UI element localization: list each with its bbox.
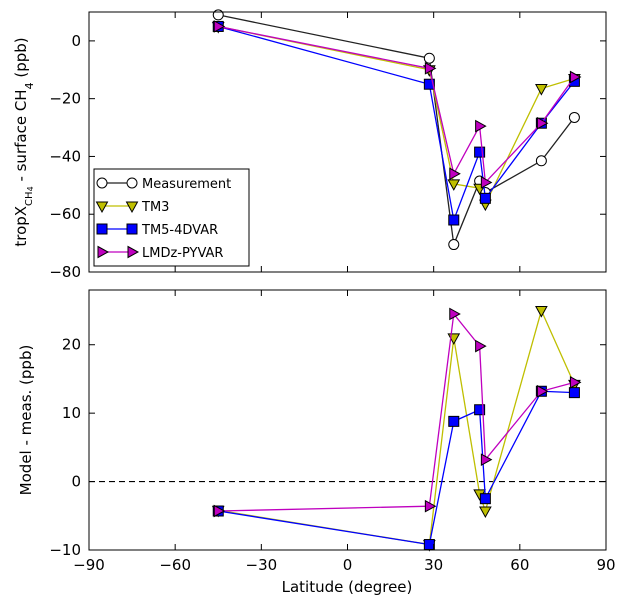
legend-marker-tm5-4dvar (96, 223, 108, 235)
bottom-series-lmdz-pyvar (213, 307, 582, 518)
bottom-tm5-4dvar-point (423, 539, 435, 551)
bottom-tm5-4dvar-point (568, 387, 580, 399)
bottom-y-tick-label: 0 (71, 473, 81, 491)
bottom-plot-area (89, 290, 606, 550)
top-y-axis-label: tropXCH4 - surface CH4 (ppb) (12, 37, 36, 246)
bottom-x-tick-label: 60 (510, 556, 529, 574)
top-y-tick-label: −80 (49, 263, 81, 281)
bottom-y-tick-label: −10 (49, 541, 81, 559)
bottom-x-tick-label: 30 (424, 556, 443, 574)
bottom-x-tick-label: 90 (596, 556, 615, 574)
top-lmdz-pyvar-point (475, 119, 487, 133)
top-tm3-point (535, 84, 548, 96)
top-measurement-point (212, 9, 224, 21)
bottom-axes-frame (88, 289, 607, 551)
top-measurement-point (448, 239, 460, 251)
legend-marker-tm3 (125, 201, 139, 214)
top-y-tick-label: 0 (71, 32, 81, 50)
legend: Measurement TM3 TM5-4DVAR LMDz-PYVAR (93, 168, 250, 267)
top-axes-frame (88, 11, 607, 273)
bottom-x-tick-label: −90 (73, 556, 105, 574)
top-measurement-point (423, 52, 435, 64)
bottom-lmdz-pyvar-point (475, 339, 487, 353)
bottom-x-tick-label: 0 (343, 556, 353, 574)
bottom-lmdz-pyvar-point (536, 384, 549, 398)
bottom-ticks: −90 −60 −30 0 30 60 90 −10 0 10 20 (49, 290, 616, 574)
legend-label-tm5-4dvar: TM5-4DVAR (141, 223, 218, 238)
top-measurement-point (568, 111, 580, 123)
top-measurement-point (535, 155, 547, 167)
legend-marker-measurement (126, 177, 138, 189)
legend-marker-measurement (96, 177, 108, 189)
top-tm5-4dvar-point (448, 214, 460, 226)
top-lmdz-pyvar-point (569, 70, 582, 84)
bottom-series-group (89, 306, 606, 552)
top-y-tick-label: −20 (49, 90, 81, 108)
legend-frame (93, 168, 250, 267)
top-lmdz-pyvar-point (480, 176, 493, 189)
top-lmdz-pyvar-point (536, 116, 549, 130)
top-series-group (211, 9, 582, 251)
bottom-lmdz-pyvar-point (213, 504, 226, 518)
bottom-tm3-point (535, 306, 548, 318)
top-lmdz-pyvar-point (424, 61, 437, 75)
legend-marker-tm5-4dvar (126, 223, 138, 235)
bottom-tm5-4dvar-point (448, 415, 460, 427)
x-axis-label: Latitude (degree) (282, 578, 413, 596)
legend-marker-lmdz-pyvar (127, 245, 140, 259)
bottom-x-tick-label: −60 (159, 556, 191, 574)
top-y-tick-label: −60 (49, 205, 81, 223)
bottom-lmdz-pyvar-point (480, 453, 493, 467)
legend-label-tm3: TM3 (141, 200, 169, 215)
bottom-tm5-4dvar-point (479, 493, 491, 505)
top-lmdz-pyvar-point (213, 20, 226, 33)
bottom-lmdz-pyvar-point (449, 307, 461, 321)
top-ticks: −80 −60 −40 −20 0 (49, 12, 607, 281)
top-lmdz-pyvar-point (449, 167, 461, 181)
bottom-y-axis-label: Model - meas. (ppb) (17, 345, 35, 496)
bottom-panel: −90 −60 −30 0 30 60 90 −10 0 10 20 Model - meas. (… (17, 289, 616, 596)
top-panel: −80 −60 −40 −20 0 tropXCH4 - surface CH4 (pp… (12, 9, 607, 281)
bottom-tm5-4dvar-point (474, 404, 486, 416)
legend-marker-lmdz-pyvar (97, 245, 110, 259)
bottom-lmdz-pyvar-point (424, 499, 437, 513)
top-tm3-point (447, 179, 461, 191)
top-tm5-4dvar-point (479, 192, 491, 204)
bottom-x-tick-label: −30 (246, 556, 278, 574)
bottom-y-tick-label: 10 (62, 404, 81, 422)
bottom-tm3-point (479, 506, 492, 519)
legend-label-measurement: Measurement (142, 177, 231, 192)
bottom-lmdz-pyvar-point (569, 376, 582, 389)
top-y-tick-label: −40 (49, 147, 81, 165)
bottom-y-tick-label: 20 (62, 336, 81, 354)
top-tm5-4dvar-point (423, 78, 435, 90)
legend-marker-tm3 (95, 201, 109, 214)
top-series-lmdz-pyvar (213, 20, 582, 189)
legend-label-lmdz-pyvar: LMDz-PYVAR (142, 246, 223, 261)
top-tm5-4dvar-point (474, 146, 486, 158)
